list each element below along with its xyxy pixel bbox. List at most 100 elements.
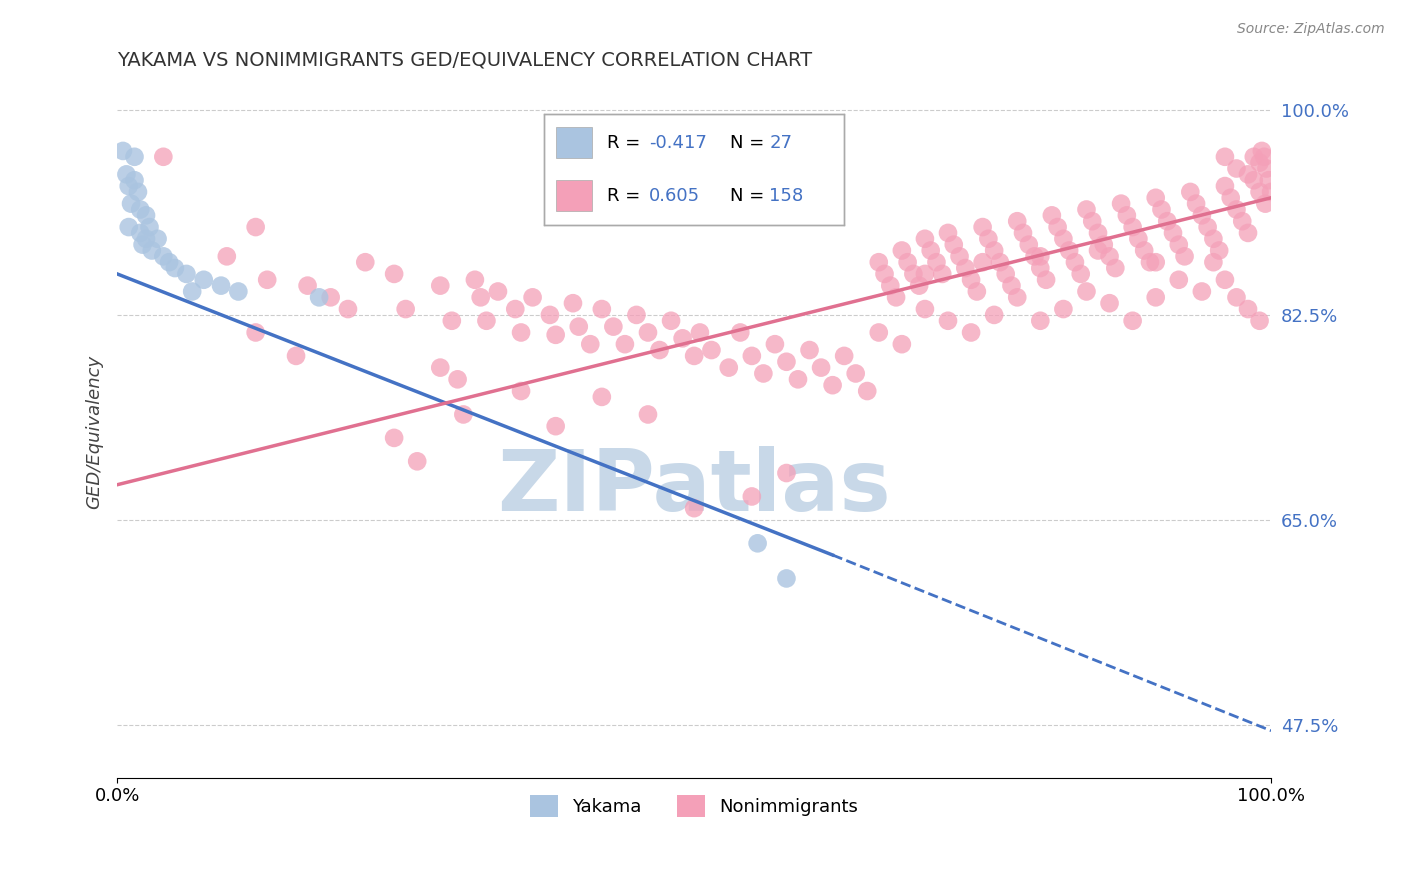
Point (475, 314, 498, 328)
Point (1040, 208, 1063, 222)
Point (1139, 255, 1161, 269)
Y-axis label: GED/Equivalency: GED/Equivalency (86, 355, 103, 509)
Point (152, 249, 174, 263)
Point (579, 337, 602, 351)
Point (1057, 244, 1080, 258)
Point (856, 384, 879, 398)
Point (115, 167, 138, 181)
Point (637, 326, 659, 340)
Point (936, 314, 959, 328)
Point (741, 349, 763, 363)
Point (1185, 196, 1208, 211)
Point (1035, 273, 1057, 287)
Point (1219, 191, 1241, 205)
Point (741, 490, 763, 504)
Point (1256, 161, 1278, 176)
Point (538, 308, 561, 322)
Point (591, 301, 613, 316)
Point (1257, 173, 1279, 187)
Point (931, 267, 953, 281)
Point (120, 196, 142, 211)
Point (152, 150, 174, 164)
Point (285, 349, 308, 363)
Point (129, 226, 152, 240)
Point (1232, 214, 1254, 228)
Point (1133, 244, 1156, 258)
Point (787, 372, 810, 386)
Point (1064, 255, 1087, 269)
Point (868, 255, 890, 269)
Point (747, 536, 769, 550)
Point (1156, 214, 1178, 228)
Point (354, 255, 377, 269)
Point (181, 285, 204, 299)
Point (972, 255, 994, 269)
Point (1167, 237, 1189, 252)
Point (562, 296, 585, 310)
Point (1213, 150, 1236, 164)
Point (1029, 249, 1052, 263)
Point (446, 372, 468, 386)
Point (1150, 202, 1173, 217)
Point (1191, 285, 1213, 299)
Point (890, 337, 912, 351)
Point (1128, 232, 1150, 246)
Point (717, 360, 740, 375)
Point (245, 220, 267, 235)
Point (648, 343, 671, 357)
Point (111, 144, 134, 158)
Point (960, 273, 983, 287)
Point (966, 285, 988, 299)
Point (470, 290, 492, 304)
Point (118, 220, 141, 235)
Point (1260, 185, 1282, 199)
Point (925, 255, 948, 269)
Point (382, 267, 405, 281)
Point (319, 290, 342, 304)
Point (568, 319, 591, 334)
Point (908, 278, 931, 293)
Point (1237, 301, 1260, 316)
Point (884, 290, 907, 304)
Point (124, 150, 146, 164)
Point (903, 267, 925, 281)
Text: YAKAMA VS NONIMMIGRANTS GED/EQUIVALENCY CORRELATION CHART: YAKAMA VS NONIMMIGRANTS GED/EQUIVALENCY … (117, 51, 813, 70)
Point (730, 326, 752, 340)
Point (1052, 232, 1074, 246)
Point (1197, 220, 1219, 235)
Point (936, 226, 959, 240)
Point (1249, 155, 1271, 169)
Point (245, 326, 267, 340)
Point (336, 301, 359, 316)
Point (832, 349, 855, 363)
Point (135, 232, 157, 246)
Point (1250, 144, 1272, 158)
Point (1144, 191, 1167, 205)
Point (1191, 208, 1213, 222)
Point (146, 232, 169, 246)
Point (994, 267, 1017, 281)
Point (1076, 285, 1098, 299)
Point (799, 343, 821, 357)
Point (897, 255, 920, 269)
Text: Source: ZipAtlas.com: Source: ZipAtlas.com (1237, 22, 1385, 37)
Point (914, 301, 936, 316)
Point (209, 278, 232, 293)
Point (671, 331, 693, 345)
Point (124, 173, 146, 187)
Legend: Yakama, Nonimmigrants: Yakama, Nonimmigrants (523, 788, 865, 824)
Point (983, 244, 1005, 258)
Point (1237, 226, 1260, 240)
Point (960, 326, 983, 340)
Point (308, 290, 330, 304)
Point (1012, 226, 1035, 240)
Point (382, 431, 405, 445)
Point (503, 301, 526, 316)
Point (1029, 314, 1052, 328)
Point (821, 378, 844, 392)
Point (544, 327, 567, 342)
Point (135, 208, 157, 222)
Point (1144, 290, 1167, 304)
Point (1254, 196, 1277, 211)
Point (988, 255, 1011, 269)
